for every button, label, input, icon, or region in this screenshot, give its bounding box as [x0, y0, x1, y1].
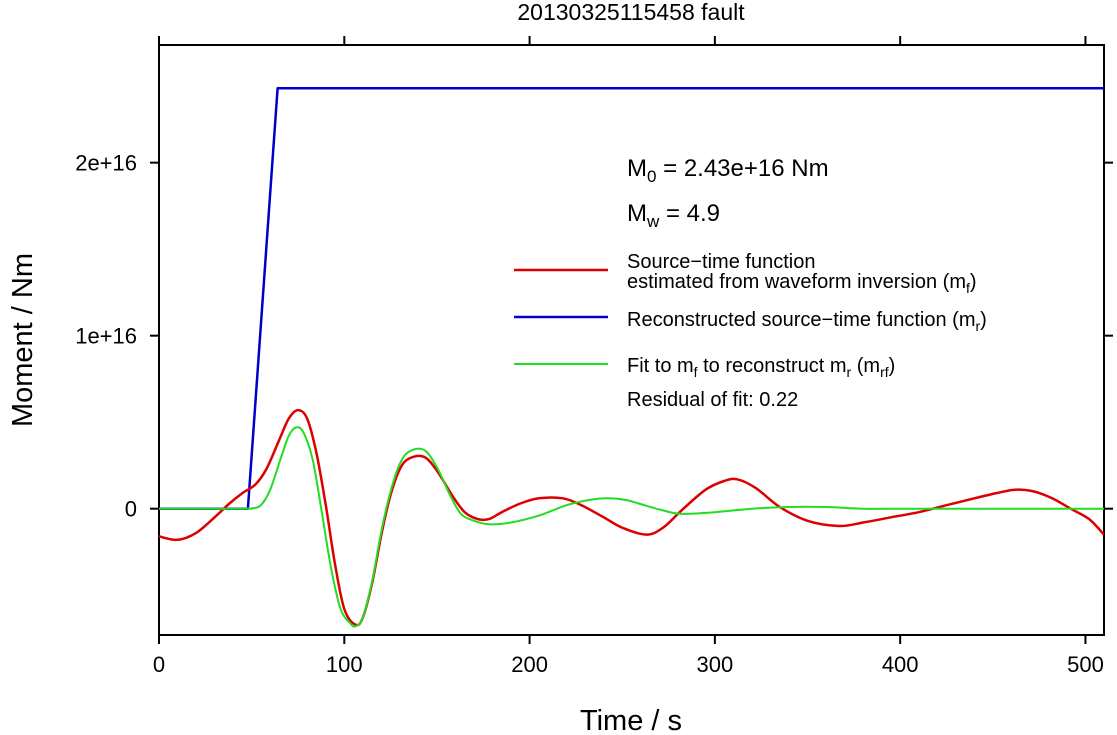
mw-annotation: Mw = 4.9 — [627, 200, 720, 231]
plot-frame — [158, 44, 1105, 636]
legend-green-sub2: r — [847, 364, 852, 380]
m0-annotation: M0 = 2.43e+16 Nm — [627, 155, 829, 186]
legend-red-line2-sub: f — [966, 280, 970, 296]
legend-blue-text: Reconstructed source−time function (mr) — [627, 309, 987, 334]
legend-red-line2-text: estimated from waveform inversion (m — [627, 271, 966, 293]
legend-blue-label: Reconstructed source−time function (m — [627, 309, 976, 331]
y-tick-label: 0 — [125, 497, 137, 522]
axis-ticks: 0 100 200 300 400 500 0 1e+16 2e+16 — [75, 36, 1113, 677]
series-line-red — [159, 408, 1104, 627]
mw-subscript: w — [646, 212, 660, 231]
residual-annotation: Residual of fit: 0.22 — [627, 389, 798, 411]
series-line-blue — [159, 87, 1104, 510]
legend-green-d: ) — [889, 355, 896, 377]
y-axis-label: Moment / Nm — [7, 253, 39, 427]
legend-blue-sub: r — [976, 318, 981, 334]
x-tick-label: 500 — [1067, 652, 1104, 677]
legend-red-line1: Source−time function — [627, 251, 815, 273]
y-tick-label: 2e+16 — [75, 151, 137, 176]
legend-red-line2-close: ) — [970, 271, 977, 293]
series-line-green — [159, 426, 1104, 628]
m0-subscript: 0 — [647, 167, 656, 186]
legend-green-c: (m — [851, 355, 880, 377]
legend-green-a: Fit to m — [627, 355, 694, 377]
legend-blue-close: ) — [980, 309, 987, 331]
chart-title: 20130325115458 fault — [517, 0, 745, 25]
legend-green-text: Fit to mf to reconstruct mr (mrf) — [627, 355, 895, 380]
legend-red-line2: estimated from waveform inversion (mf) — [627, 271, 977, 296]
x-tick-label: 200 — [511, 652, 548, 677]
legend: Source−time function estimated from wave… — [514, 251, 987, 411]
mw-value: = 4.9 — [659, 200, 720, 227]
x-tick-label: 400 — [882, 652, 919, 677]
m0-value: = 2.43e+16 Nm — [656, 155, 828, 182]
x-tick-label: 100 — [326, 652, 363, 677]
x-tick-label: 300 — [697, 652, 734, 677]
legend-green-sub1: f — [694, 364, 698, 380]
x-axis-label: Time / s — [580, 705, 682, 735]
legend-green-b: to reconstruct m — [698, 355, 847, 377]
x-tick-label: 0 — [153, 652, 165, 677]
mw-symbol: M — [627, 200, 647, 227]
y-tick-label: 1e+16 — [75, 324, 137, 349]
legend-green-sub3: rf — [880, 364, 889, 380]
series-group — [159, 87, 1104, 628]
m0-symbol: M — [627, 155, 647, 182]
